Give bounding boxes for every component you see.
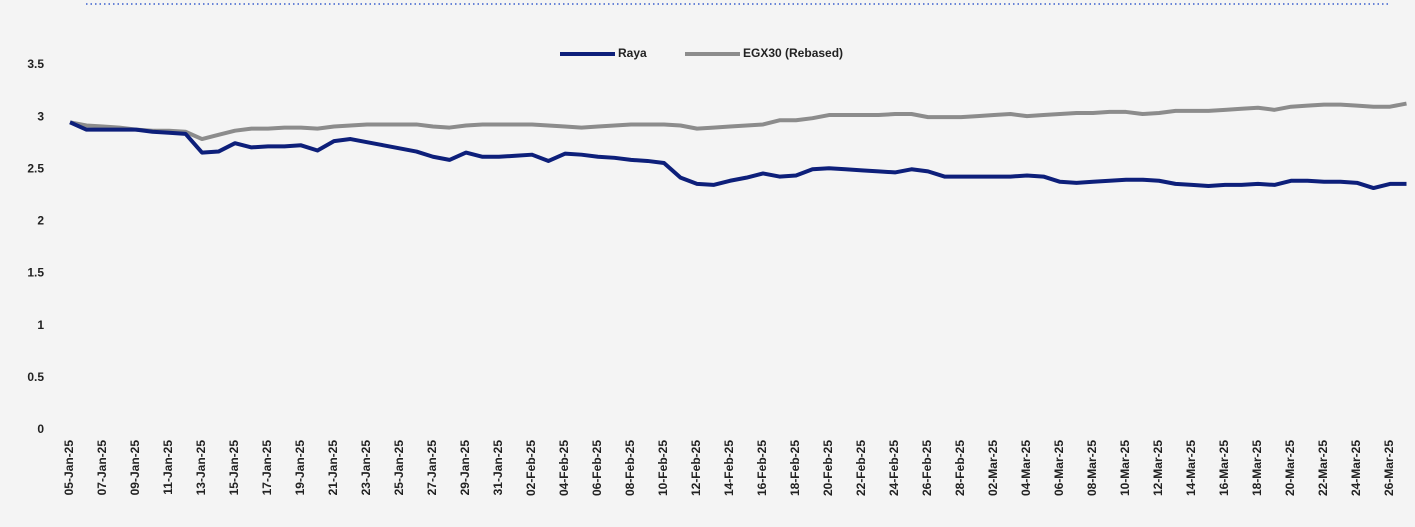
legend-label: Raya [618, 46, 647, 60]
x-tick-label: 26-Feb-25 [920, 440, 934, 496]
x-tick-label: 24-Mar-25 [1349, 440, 1363, 496]
y-tick-label: 1.5 [27, 266, 44, 280]
x-tick-label: 12-Mar-25 [1151, 440, 1165, 496]
x-tick-label: 22-Feb-25 [854, 440, 868, 496]
legend-label: EGX30 (Rebased) [743, 46, 843, 60]
x-tick-label: 20-Mar-25 [1283, 440, 1297, 496]
x-tick-label: 14-Mar-25 [1184, 440, 1198, 496]
x-tick-label: 11-Jan-25 [161, 440, 175, 495]
x-tick-label: 08-Mar-25 [1085, 440, 1099, 496]
x-tick-label: 16-Feb-25 [755, 440, 769, 496]
x-tick-label: 08-Feb-25 [623, 440, 637, 496]
x-tick-label: 04-Mar-25 [1019, 440, 1033, 496]
x-tick-label: 16-Mar-25 [1217, 440, 1231, 496]
x-tick-label: 22-Mar-25 [1316, 440, 1330, 496]
x-tick-label: 29-Jan-25 [458, 440, 472, 496]
x-tick-label: 04-Feb-25 [557, 440, 571, 496]
x-tick-label: 02-Feb-25 [524, 440, 538, 496]
x-tick-label: 12-Feb-25 [689, 440, 703, 496]
line-series [69, 101, 1407, 142]
y-tick-label: 2.5 [27, 161, 44, 175]
x-tick-label: 17-Jan-25 [260, 440, 274, 496]
x-tick-label: 15-Jan-25 [227, 440, 241, 496]
y-tick-label: 0.5 [27, 370, 44, 384]
x-tick-label: 25-Jan-25 [392, 440, 406, 496]
x-tick-label: 28-Feb-25 [953, 440, 967, 496]
y-tick-label: 3.5 [27, 57, 44, 71]
x-tick-label: 06-Feb-25 [590, 440, 604, 496]
y-tick-label: 1 [37, 318, 44, 332]
x-tick-label: 19-Jan-25 [293, 440, 307, 496]
x-tick-label: 10-Mar-25 [1118, 440, 1132, 496]
y-tick-label: 0 [37, 422, 44, 436]
x-tick-label: 09-Jan-25 [128, 440, 142, 496]
x-tick-label: 23-Jan-25 [359, 440, 373, 496]
x-tick-label: 31-Jan-25 [491, 440, 505, 496]
x-tick-label: 14-Feb-25 [722, 440, 736, 496]
y-tick-label: 2 [37, 214, 44, 228]
x-tick-label: 05-Jan-25 [62, 440, 76, 496]
x-tick-label: 10-Feb-25 [656, 440, 670, 496]
x-tick-label: 26-Mar-25 [1382, 440, 1396, 496]
x-tick-label: 07-Jan-25 [95, 440, 109, 496]
y-tick-label: 3 [37, 109, 44, 123]
x-tick-label: 20-Feb-25 [821, 440, 835, 496]
x-tick-label: 06-Mar-25 [1052, 440, 1066, 496]
x-tick-label: 24-Feb-25 [887, 440, 901, 496]
line-series [69, 120, 1407, 191]
x-tick-label: 18-Feb-25 [788, 440, 802, 496]
x-tick-label: 18-Mar-25 [1250, 440, 1264, 496]
x-tick-label: 21-Jan-25 [326, 440, 340, 496]
x-tick-label: 27-Jan-25 [425, 440, 439, 496]
x-tick-label: 13-Jan-25 [194, 440, 208, 496]
x-tick-label: 02-Mar-25 [986, 440, 1000, 496]
